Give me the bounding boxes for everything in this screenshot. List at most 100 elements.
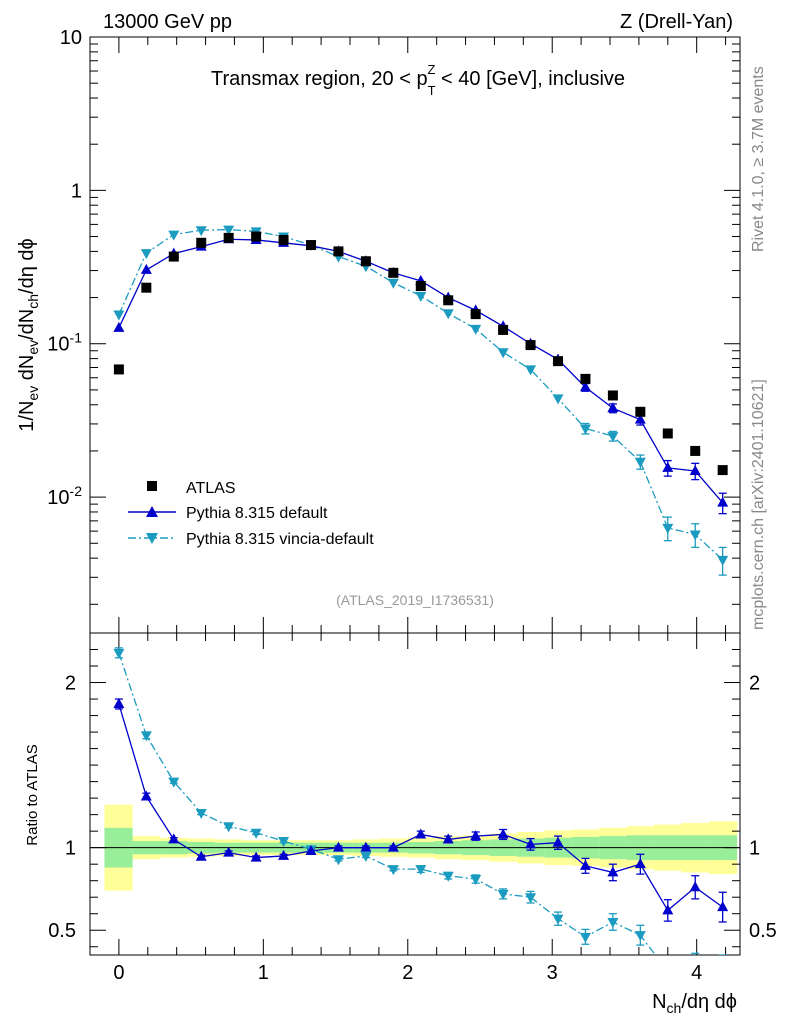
atlas-marker (113, 364, 124, 375)
ratio-default-line (118, 703, 724, 912)
ratio-default-marker (360, 841, 372, 852)
vincia-marker (497, 348, 509, 359)
y-tick-label: 10-1 (47, 330, 82, 356)
ratio-default-marker (717, 901, 729, 912)
ratio-vincia-marker (470, 875, 482, 886)
atlas-marker (360, 256, 371, 267)
title-prefix: Transmax region, 20 < p (211, 68, 428, 90)
ratio-default-marker (607, 866, 619, 877)
title-subscript: T (428, 83, 436, 98)
atlas-marker (443, 295, 454, 306)
legend: ATLAS Pythia 8.315 default Pythia 8.315 … (128, 480, 374, 548)
rivet-version-label: Rivet 4.1.0, ≥ 3.7M events (750, 66, 767, 252)
ratio-default-marker (470, 830, 482, 841)
ratio-default-marker (634, 858, 646, 869)
ratio-default-marker (552, 836, 564, 847)
ratio-y-tick-label-right: 1 (749, 838, 760, 860)
ratio-vincia-marker (552, 914, 564, 925)
vincia-marker (195, 226, 207, 237)
x-tick-label: 1 (258, 962, 269, 984)
legend-atlas-label: ATLAS (186, 480, 236, 497)
ratio-default-marker (168, 833, 180, 844)
vincia-marker (662, 523, 674, 534)
atlas-marker (415, 280, 426, 291)
atlas-marker (388, 267, 399, 278)
ratio-y-tick-label-right: 0.5 (749, 920, 777, 942)
main-plot-panel: 10 1 10-1 10-2 (47, 27, 741, 634)
ratio-default-marker (195, 850, 207, 861)
ratio-vincia-marker (387, 865, 399, 876)
atlas-marker (635, 406, 646, 417)
ratio-vincia-marker (634, 931, 646, 942)
legend-atlas-marker (147, 481, 157, 491)
atlas-marker (498, 324, 509, 335)
x-tick-label: 4 (691, 962, 702, 984)
atlas-marker (251, 231, 262, 242)
ratio-vincia-marker (250, 828, 262, 839)
default-marker (717, 496, 729, 507)
vincia-marker (607, 432, 619, 443)
ratio-vincia-marker (113, 648, 125, 659)
y-tick-label: 1 (71, 180, 82, 202)
atlas-marker (690, 445, 701, 456)
ratio-default-marker (579, 859, 591, 870)
legend-default-marker (146, 506, 158, 517)
header-right: Z (Drell-Yan) (620, 11, 733, 33)
default-marker (607, 402, 619, 413)
vincia-marker (168, 230, 180, 241)
ratio-vincia-marker (360, 851, 372, 862)
atlas-marker (525, 340, 536, 351)
vincia-marker (387, 278, 399, 289)
default-marker (634, 413, 646, 424)
ratio-default-marker (250, 851, 262, 862)
mcplots-label: mcplots.cern.ch [arXiv:2401.10621] (750, 379, 767, 630)
ratio-vincia-marker (195, 808, 207, 819)
atlas-marker (278, 234, 289, 245)
ratio-vincia-line (118, 652, 657, 955)
atlas-marker (196, 237, 207, 248)
vincia-marker (470, 324, 482, 335)
atlas-marker (553, 356, 563, 367)
ratio-default-marker (442, 833, 454, 844)
ratio-frame (89, 632, 741, 956)
main-y-axis-label: 1/Nev dNev/dNch/dη dϕ (16, 238, 41, 431)
analysis-tag: (ATLAS_2019_I1736531) (336, 592, 494, 608)
vincia-marker (579, 424, 591, 435)
y-tick-label: 10 (60, 27, 82, 49)
default-marker (140, 263, 152, 274)
ratio-default-marker (140, 790, 152, 801)
vincia-marker (689, 530, 701, 541)
vincia-line (118, 228, 724, 561)
ratio-y-tick-label-left: 1 (65, 838, 76, 860)
ratio-y-tick-label-left: 0.5 (48, 920, 76, 942)
ratio-vincia-marker (579, 932, 591, 943)
vincia-marker (113, 310, 125, 321)
x-tick-label: 0 (113, 962, 124, 984)
legend-default-label: Pythia 8.315 default (186, 505, 328, 522)
atlas-marker (470, 309, 481, 320)
x-tick-label: 2 (402, 962, 413, 984)
atlas-marker (333, 246, 344, 257)
ratio-default-marker (525, 838, 537, 849)
ratio-vincia-marker (525, 893, 537, 904)
ratio-default-marker (662, 904, 674, 915)
legend-vincia-marker (146, 533, 158, 544)
default-marker (579, 381, 591, 392)
main-plot-title: Transmax region, 20 < pTZ < 40 [GeV], in… (211, 62, 625, 98)
legend-vincia-label: Pythia 8.315 vincia-default (186, 531, 374, 548)
vincia-marker (442, 309, 454, 320)
y-tick-label: 10-2 (47, 483, 82, 509)
ratio-series-group (113, 647, 729, 978)
ratio-vincia-marker (717, 966, 728, 976)
atlas-marker (607, 390, 618, 401)
default-marker (662, 461, 674, 472)
ratio-plot-panel: 0.5 0.5 1 1 2 2 0 1 2 3 4 (48, 632, 777, 984)
ratio-vincia-marker (662, 968, 673, 978)
ratio-vincia-marker (278, 837, 290, 848)
ratio-default-marker (113, 698, 125, 709)
title-superscript: Z (428, 62, 436, 77)
atlas-marker (168, 251, 179, 262)
ratio-vincia-marker (332, 855, 344, 866)
ratio-y-tick-label-left: 2 (65, 673, 76, 695)
